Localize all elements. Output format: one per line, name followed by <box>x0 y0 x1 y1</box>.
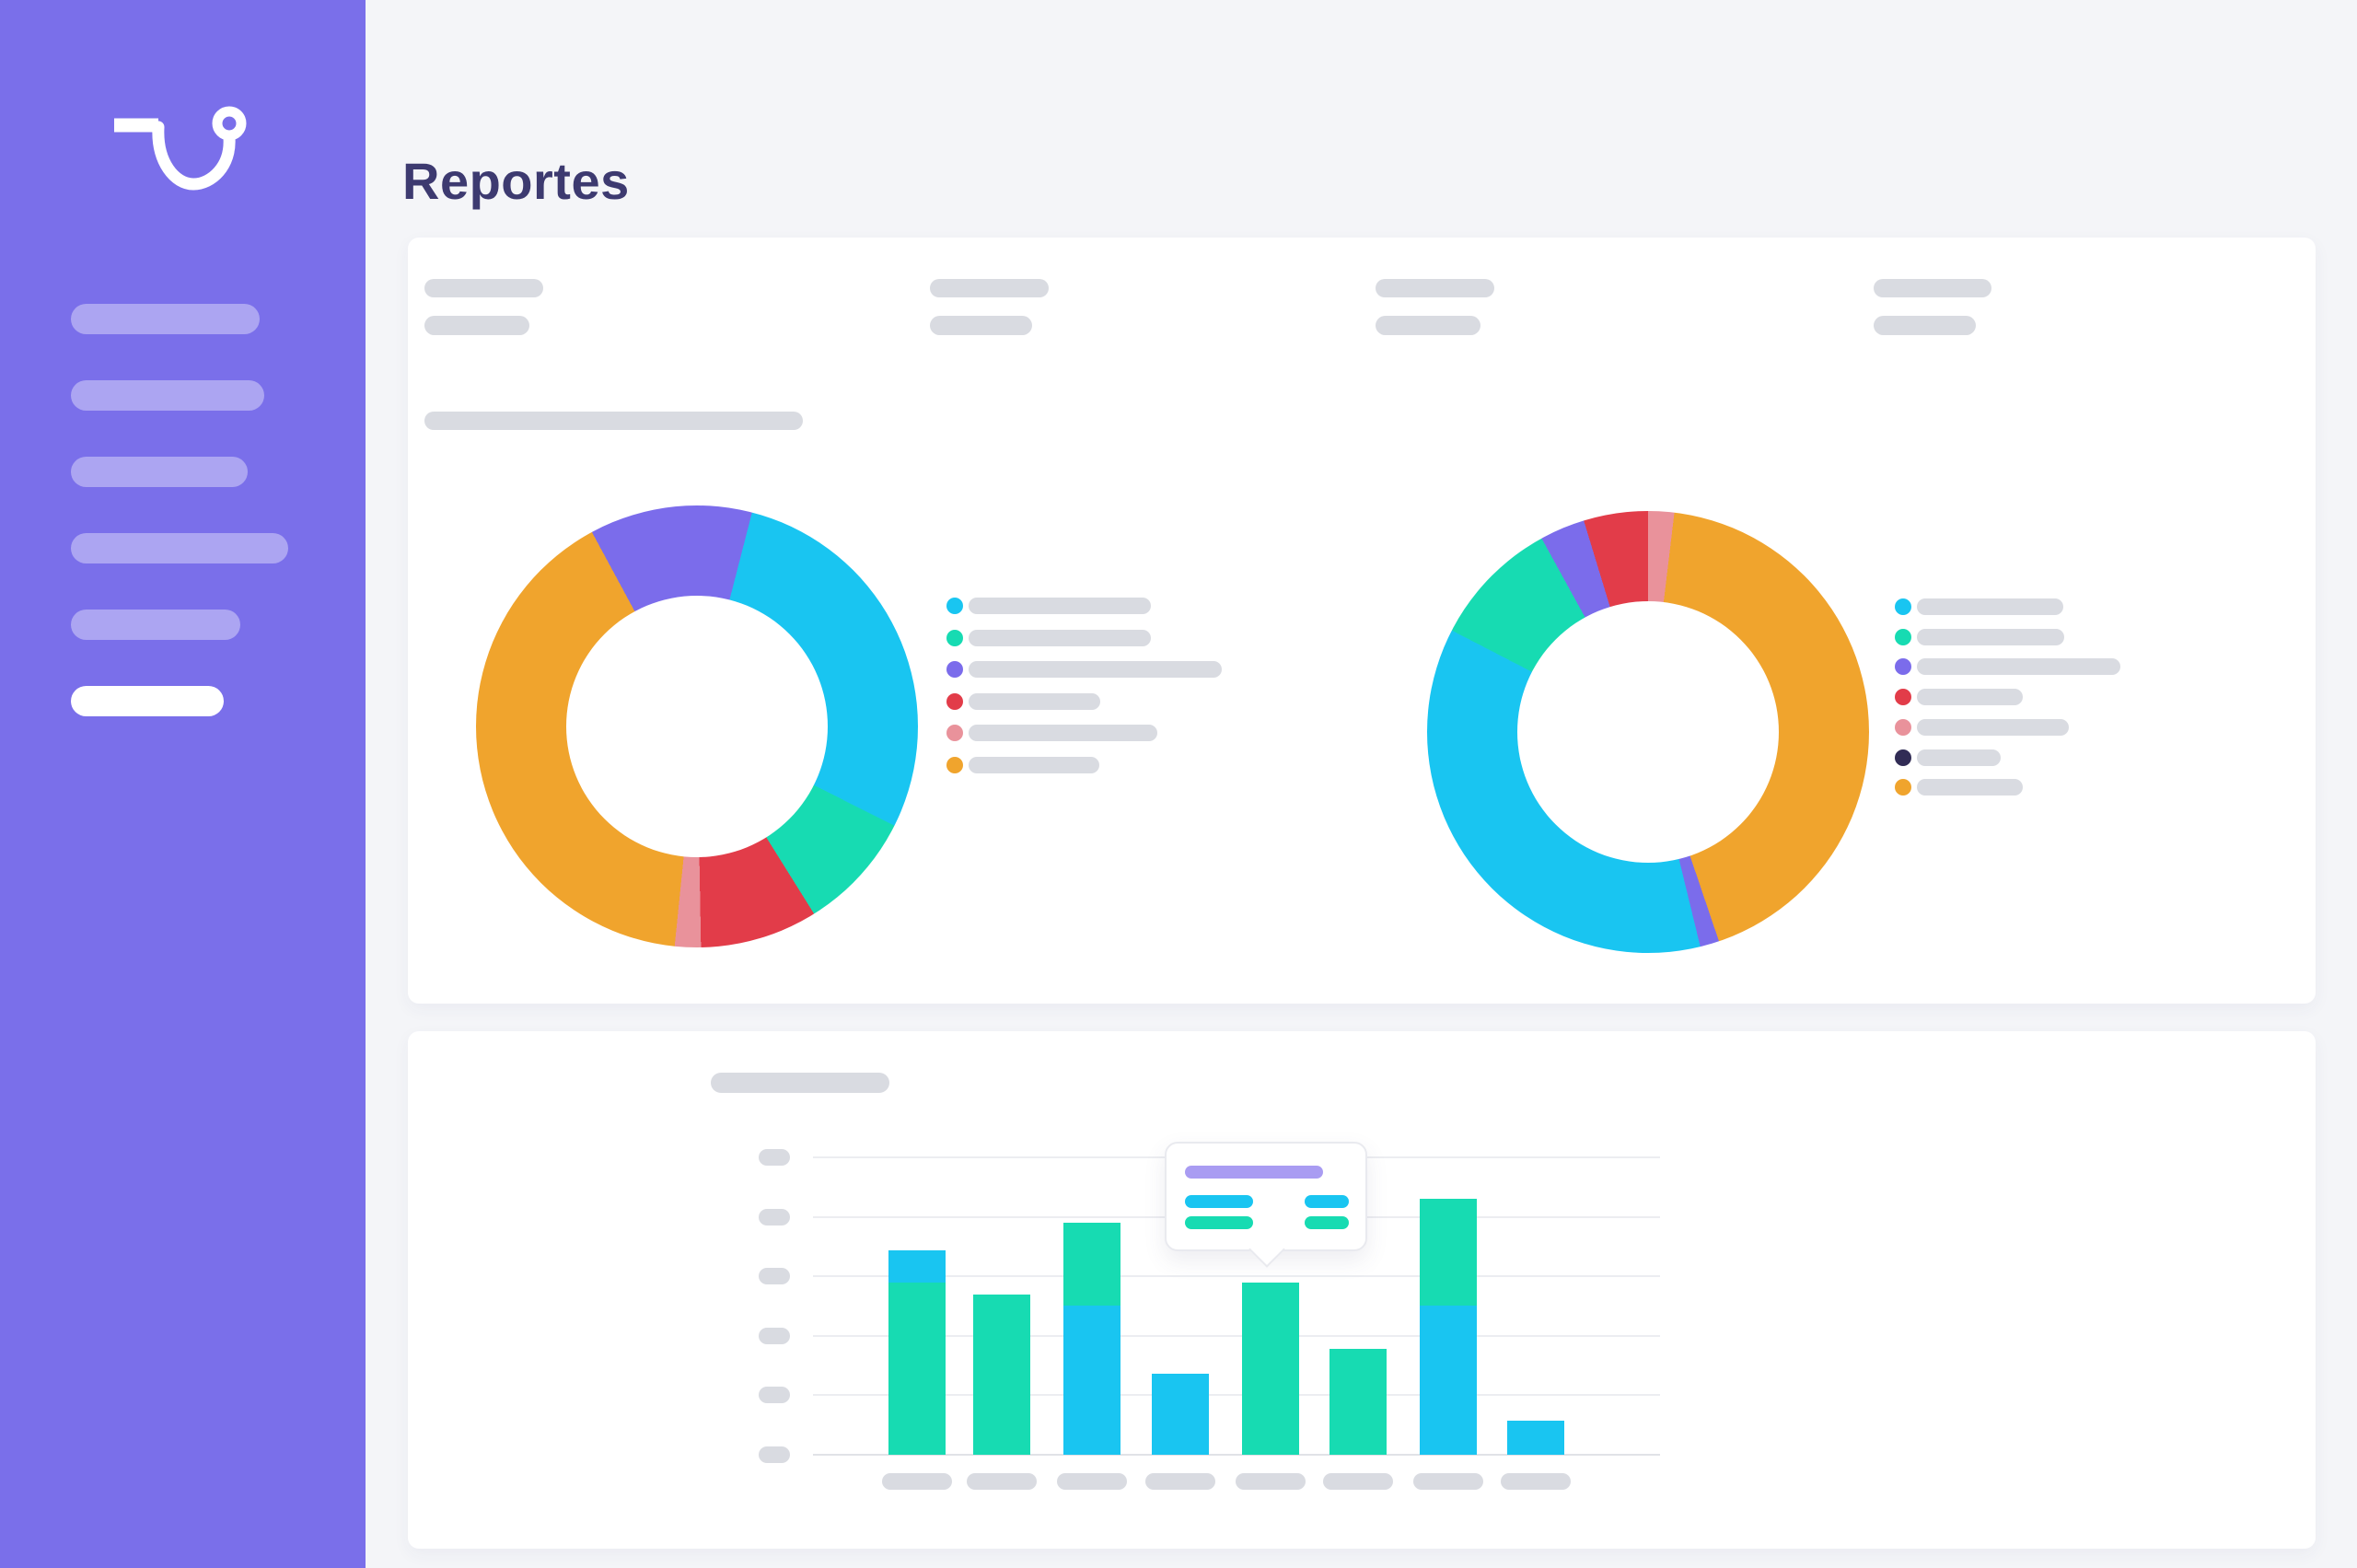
stacked-bar-8[interactable] <box>1507 0 1564 1455</box>
summary-title-placeholder <box>1874 279 1991 297</box>
y-tick-placeholder <box>759 1327 790 1344</box>
stacked-bar-4[interactable] <box>1152 0 1209 1455</box>
pink-dot-icon <box>1895 718 1911 736</box>
x-label-placeholder <box>1057 1473 1127 1490</box>
chart-tooltip <box>1165 1142 1367 1268</box>
donut-chart-left[interactable] <box>476 505 918 947</box>
teal-bar-segment <box>1063 1223 1120 1306</box>
chart-title-placeholder <box>711 1073 889 1093</box>
page-title: Reportes <box>402 151 630 210</box>
bar-chart-card <box>408 1031 2316 1549</box>
legend-label-placeholder <box>969 629 1151 646</box>
smile-logo-icon[interactable] <box>109 98 251 194</box>
legend-label-placeholder <box>969 661 1222 679</box>
sidebar-item-4[interactable] <box>71 533 288 563</box>
sidebar-item-1[interactable] <box>71 304 260 334</box>
x-label-placeholder <box>1236 1473 1306 1490</box>
summary-value-placeholder <box>1376 316 1480 335</box>
legend-label-placeholder <box>969 725 1157 742</box>
x-label-placeholder <box>882 1473 952 1490</box>
teal-dot-icon <box>1895 628 1911 645</box>
teal-tooltip-value-placeholder <box>1185 1216 1253 1229</box>
y-tick-placeholder <box>759 1446 790 1463</box>
y-tick-placeholder <box>759 1149 790 1166</box>
summary-value-placeholder <box>930 316 1032 335</box>
cyan-bar-segment <box>1507 1421 1564 1455</box>
purple-dot-icon <box>946 661 963 679</box>
donut-chart-left-hole <box>566 596 828 857</box>
legend-label-placeholder <box>1917 689 2023 706</box>
cyan-tooltip-value-placeholder <box>1305 1195 1349 1208</box>
legend-label-placeholder <box>969 692 1100 710</box>
section-subtitle-placeholder <box>424 412 803 430</box>
sidebar-item-6-active[interactable] <box>71 686 224 716</box>
cyan-tooltip-value-placeholder <box>1185 1195 1253 1208</box>
cyan-bar-segment <box>888 1249 946 1283</box>
summary-title-placeholder <box>930 279 1049 297</box>
gridline <box>813 1275 1660 1278</box>
stacked-bar-1[interactable] <box>888 0 946 1455</box>
navy-dot-icon <box>1895 749 1911 766</box>
stacked-bar-6[interactable] <box>1329 0 1387 1455</box>
legend-label-placeholder <box>969 757 1099 773</box>
y-tick-placeholder <box>759 1268 790 1285</box>
x-axis-line <box>813 1454 1660 1456</box>
sidebar-item-3[interactable] <box>71 457 248 487</box>
x-label-placeholder <box>1323 1473 1393 1490</box>
legend-label-placeholder <box>1917 658 2120 676</box>
sidebar-item-5[interactable] <box>71 610 240 640</box>
orange-dot-icon <box>1895 779 1911 796</box>
teal-dot-icon <box>946 629 963 646</box>
teal-bar-segment <box>1329 1349 1387 1455</box>
y-tick-placeholder <box>759 1208 790 1225</box>
legend-label-placeholder <box>1917 779 2023 796</box>
teal-bar-segment <box>888 1283 946 1455</box>
stacked-bar-5[interactable] <box>1242 0 1299 1455</box>
teal-bar-segment <box>1420 1198 1477 1306</box>
cyan-bar-segment <box>1420 1305 1477 1455</box>
purple-dot-icon <box>1895 658 1911 676</box>
tooltip-title-placeholder <box>1185 1166 1323 1179</box>
stacked-bar-7[interactable] <box>1420 0 1477 1455</box>
legend-label-placeholder <box>1917 749 2001 766</box>
donut-chart-right-hole <box>1517 601 1779 863</box>
gridline <box>813 1334 1660 1337</box>
sidebar <box>0 0 366 1568</box>
x-label-placeholder <box>967 1473 1037 1490</box>
summary-value-placeholder <box>424 316 529 335</box>
stacked-bar-2[interactable] <box>973 0 1030 1455</box>
cyan-dot-icon <box>946 598 963 614</box>
cyan-bar-segment <box>1152 1374 1209 1455</box>
summary-value-placeholder <box>1874 316 1976 335</box>
legend-label-placeholder <box>969 598 1151 614</box>
cyan-dot-icon <box>1895 598 1911 615</box>
legend-label-placeholder <box>1917 718 2069 736</box>
gridline <box>813 1394 1660 1397</box>
teal-tooltip-value-placeholder <box>1305 1216 1349 1229</box>
teal-bar-segment <box>1242 1283 1299 1455</box>
red-dot-icon <box>946 692 963 710</box>
y-tick-placeholder <box>759 1387 790 1404</box>
cyan-bar-segment <box>1063 1305 1120 1455</box>
legend-label-placeholder <box>1917 598 2063 615</box>
legend-label-placeholder <box>1917 628 2064 645</box>
summary-title-placeholder <box>1376 279 1494 297</box>
x-label-placeholder <box>1501 1473 1571 1490</box>
teal-bar-segment <box>973 1295 1030 1455</box>
pink-dot-icon <box>946 725 963 742</box>
x-label-placeholder <box>1145 1473 1215 1490</box>
red-dot-icon <box>1895 689 1911 706</box>
donut-chart-right[interactable] <box>1427 511 1869 953</box>
stacked-bar-3[interactable] <box>1063 0 1120 1455</box>
orange-dot-icon <box>946 757 963 773</box>
x-label-placeholder <box>1413 1473 1483 1490</box>
summary-title-placeholder <box>424 279 543 297</box>
sidebar-item-2[interactable] <box>71 380 264 411</box>
